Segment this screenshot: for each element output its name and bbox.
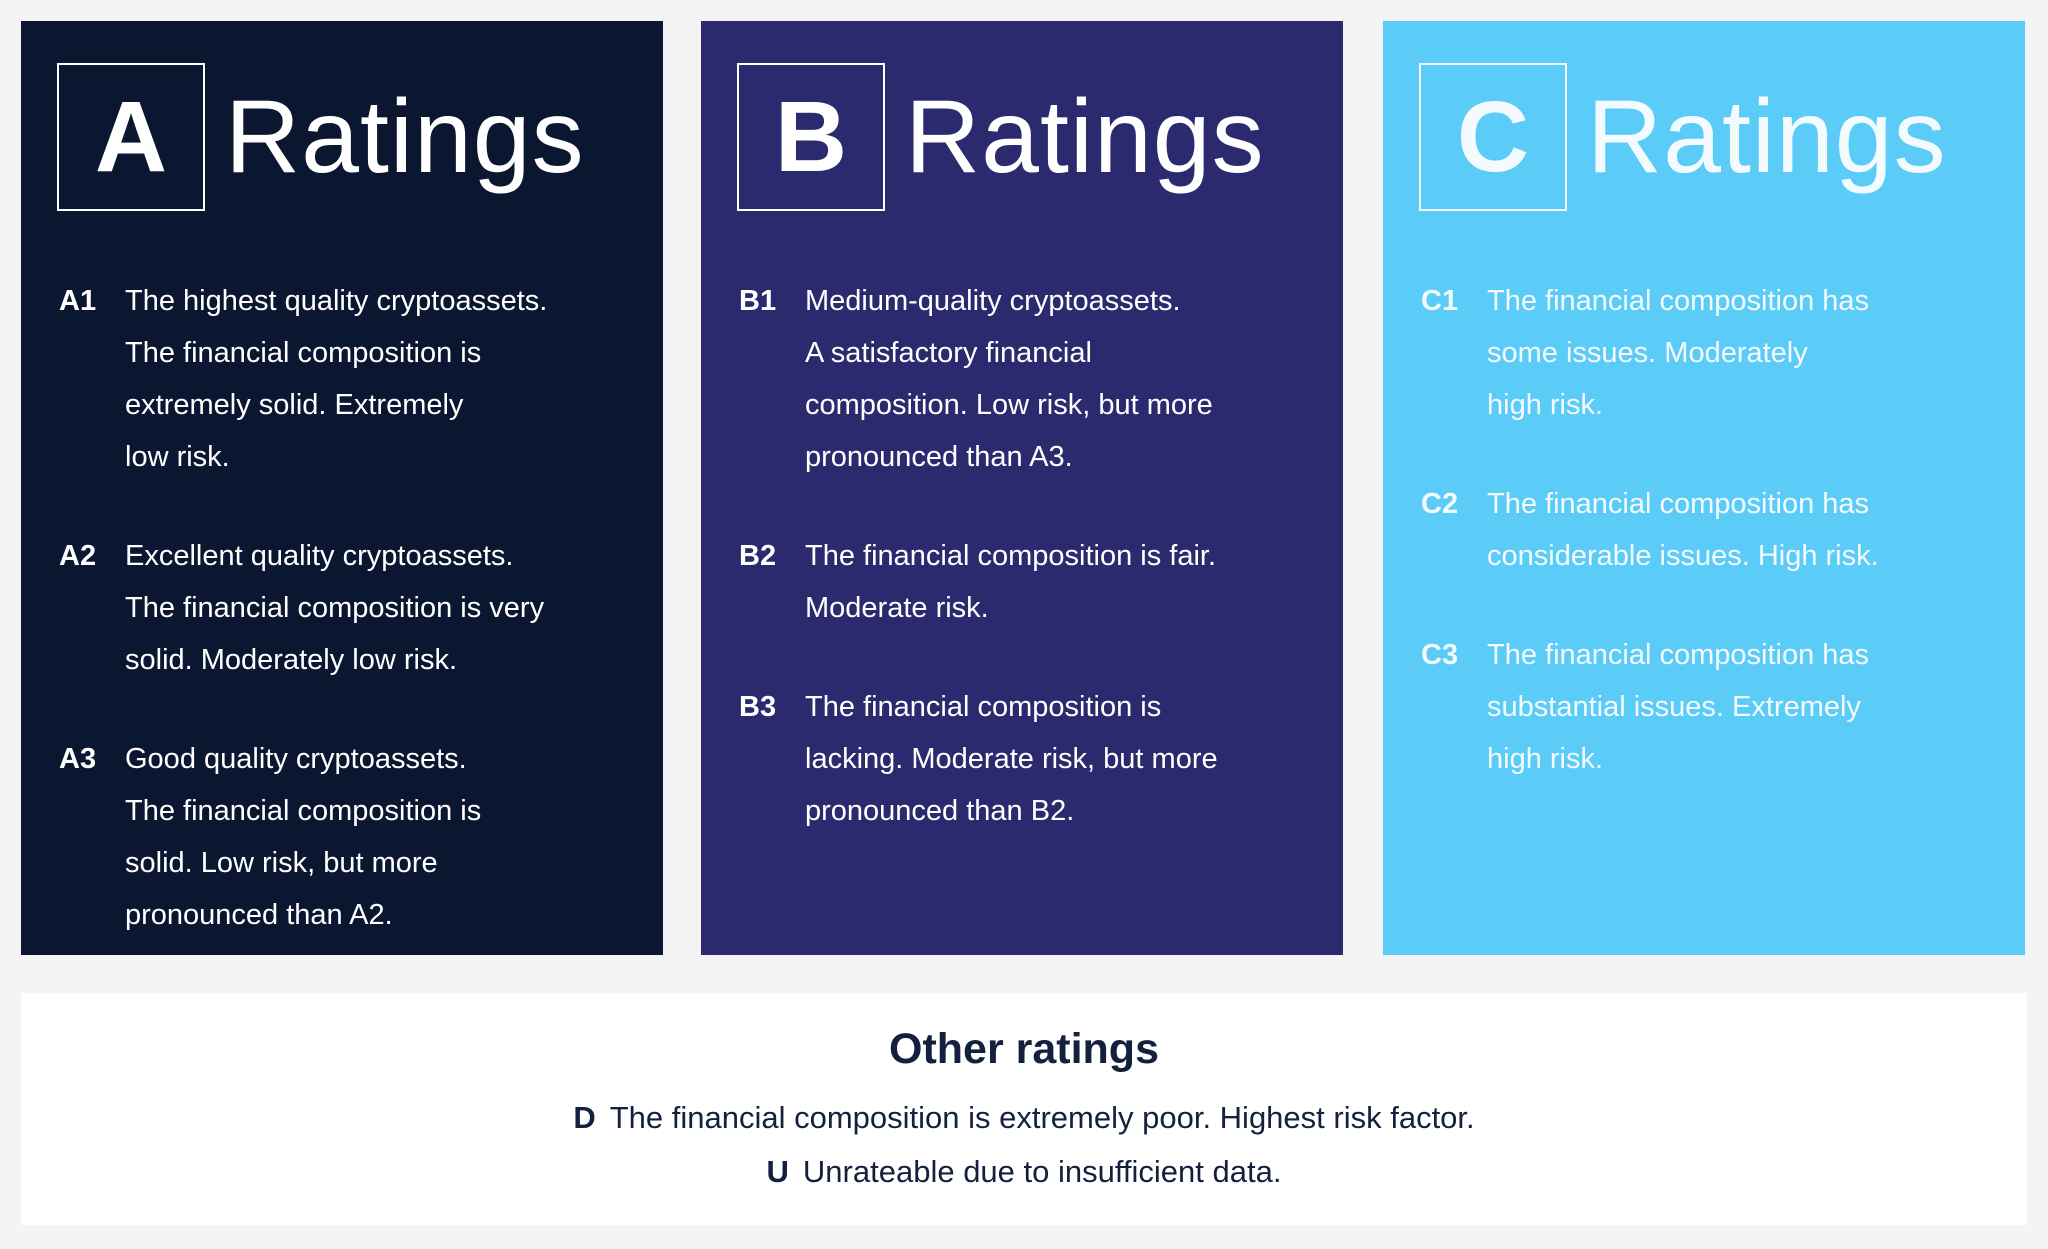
other-title: Other ratings bbox=[889, 1025, 1159, 1073]
description-line: pronounced than B2. bbox=[805, 795, 1075, 827]
rating-code: A1 bbox=[59, 285, 97, 317]
rating-description: The financial composition has considerabl… bbox=[1487, 478, 1879, 582]
rating-code: C2 bbox=[1421, 488, 1459, 520]
description-line: The financial composition has bbox=[1487, 488, 1870, 520]
rating-letter: C bbox=[1419, 63, 1567, 211]
rating-item: C2 The financial composition has considera… bbox=[1421, 478, 1879, 582]
rating-list: A1 The highest quality cryptoassets. The f… bbox=[59, 275, 547, 988]
panel-heading: Ratings bbox=[1587, 78, 1947, 195]
description-line: solid. Low risk, but more bbox=[125, 847, 438, 879]
description-line: The financial composition has bbox=[1487, 639, 1870, 671]
other-item: D The financial composition is extremely … bbox=[21, 1091, 2027, 1145]
rating-code: B1 bbox=[739, 285, 777, 317]
panel-header: A Ratings bbox=[57, 63, 585, 211]
description-line: Excellent quality cryptoassets. bbox=[125, 540, 514, 572]
description-line: substantial issues. Extremely bbox=[1487, 691, 1861, 723]
rating-item: B1 Medium-quality cryptoassets. A satisfac… bbox=[739, 275, 1218, 483]
description-line: The financial composition is bbox=[125, 337, 482, 369]
panel-heading: Ratings bbox=[905, 78, 1265, 195]
description-line: Moderate risk. bbox=[805, 592, 989, 624]
description-line: The financial composition has bbox=[1487, 285, 1870, 317]
panel-header: B Ratings bbox=[737, 63, 1265, 211]
rating-code: B3 bbox=[739, 691, 777, 723]
description-line: A satisfactory financial bbox=[805, 337, 1092, 369]
rating-letter: B bbox=[737, 63, 885, 211]
rating-code: B2 bbox=[739, 540, 777, 572]
other-ratings: Other ratings D The financial composition… bbox=[21, 993, 2027, 1225]
rating-description: Good quality cryptoassets. The financial … bbox=[125, 733, 481, 941]
rating-description: The financial composition has substantial… bbox=[1487, 629, 1869, 785]
rating-letter: A bbox=[57, 63, 205, 211]
other-description: The financial composition is extremely p… bbox=[609, 1100, 1475, 1135]
rating-description: Excellent quality cryptoassets. The finan… bbox=[125, 530, 544, 686]
description-line: The highest quality cryptoassets. bbox=[125, 285, 548, 317]
rating-item: B3 The financial composition is lacking. M… bbox=[739, 681, 1218, 837]
rating-code: C1 bbox=[1421, 285, 1459, 317]
rating-panel: A Ratings A1 The highest quality cryptoasse… bbox=[21, 21, 663, 955]
rating-panel: B Ratings B1 Medium-quality cryptoassets. A … bbox=[701, 21, 1343, 955]
description-line: The financial composition is fair. bbox=[805, 540, 1217, 572]
rating-list: B1 Medium-quality cryptoassets. A satisfac… bbox=[739, 275, 1218, 884]
rating-description: The financial composition is lacking. Mod… bbox=[805, 681, 1218, 837]
rating-code: A2 bbox=[59, 540, 97, 572]
description-line: solid. Moderately low risk. bbox=[125, 644, 457, 676]
description-line: some issues. Moderately bbox=[1487, 337, 1808, 369]
other-description: Unrateable due to insufficient data. bbox=[802, 1154, 1282, 1189]
description-line: Medium-quality cryptoassets. bbox=[805, 285, 1181, 317]
rating-item: B2 The financial composition is fair. Mode… bbox=[739, 530, 1218, 634]
description-line: Good quality cryptoassets. bbox=[125, 743, 467, 775]
panel-heading: Ratings bbox=[225, 78, 585, 195]
description-line: extremely solid. Extremely bbox=[125, 389, 464, 421]
panel-header: C Ratings bbox=[1419, 63, 1947, 211]
rating-item: C1 The financial composition has some issu… bbox=[1421, 275, 1879, 431]
description-line: high risk. bbox=[1487, 389, 1604, 421]
description-line: pronounced than A2. bbox=[125, 899, 393, 931]
other-list: D The financial composition is extremely … bbox=[21, 1091, 2027, 1199]
description-line: The financial composition is very bbox=[125, 592, 545, 624]
rating-description: Medium-quality cryptoassets. A satisfacto… bbox=[805, 275, 1213, 483]
rating-description: The highest quality cryptoassets. The fin… bbox=[125, 275, 547, 483]
other-item: U Unrateable due to insufficient data. bbox=[21, 1145, 2027, 1199]
rating-code: C3 bbox=[1421, 639, 1459, 671]
description-line: composition. Low risk, but more bbox=[805, 389, 1213, 421]
other-code: U bbox=[766, 1154, 789, 1189]
rating-list: C1 The financial composition has some issu… bbox=[1421, 275, 1879, 832]
rating-panel: C Ratings C1 The financial composition has s… bbox=[1383, 21, 2025, 955]
rating-item: A1 The highest quality cryptoassets. The f… bbox=[59, 275, 547, 483]
description-line: considerable issues. High risk. bbox=[1487, 540, 1879, 572]
description-line: high risk. bbox=[1487, 743, 1604, 775]
description-line: pronounced than A3. bbox=[805, 441, 1073, 473]
description-line: The financial composition is bbox=[805, 691, 1162, 723]
rating-item: A3 Good quality cryptoassets. The financia… bbox=[59, 733, 547, 941]
rating-description: The financial composition is fair. Modera… bbox=[805, 530, 1216, 634]
other-code: D bbox=[573, 1100, 596, 1135]
description-line: lacking. Moderate risk, but more bbox=[805, 743, 1218, 775]
rating-description: The financial composition has some issues… bbox=[1487, 275, 1869, 431]
rating-code: A3 bbox=[59, 743, 97, 775]
description-line: low risk. bbox=[125, 441, 230, 473]
rating-item: A2 Excellent quality cryptoassets. The fin… bbox=[59, 530, 547, 686]
rating-item: C3 The financial composition has substanti… bbox=[1421, 629, 1879, 785]
description-line: The financial composition is bbox=[125, 795, 482, 827]
